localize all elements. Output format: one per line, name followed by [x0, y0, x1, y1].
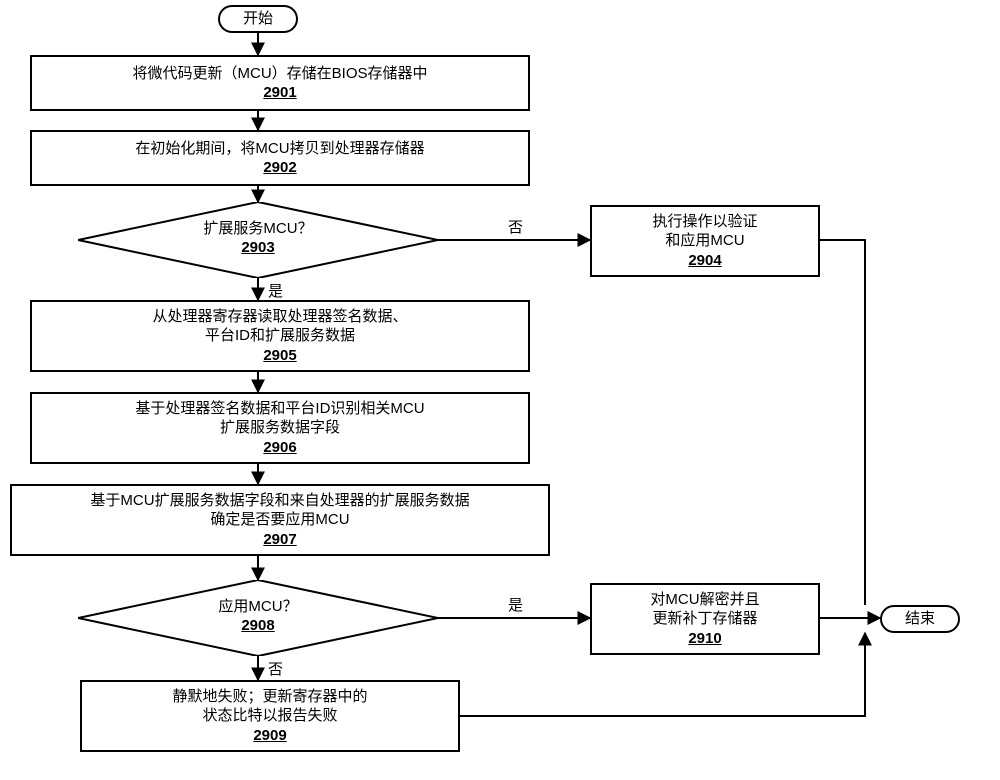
- n2902-line1: 在初始化期间，将MCU拷贝到处理器存储器: [135, 139, 424, 159]
- n2907-line2: 确定是否要应用MCU: [210, 510, 349, 530]
- node-2908-label: 应用MCU？ 2908: [158, 598, 358, 636]
- n2905-line1: 从处理器寄存器读取处理器签名数据、: [152, 307, 407, 327]
- node-2902: 在初始化期间，将MCU拷贝到处理器存储器 2902: [30, 130, 530, 186]
- node-2905: 从处理器寄存器读取处理器签名数据、 平台ID和扩展服务数据 2905: [30, 300, 530, 372]
- label-2908-no: 否: [268, 658, 283, 679]
- node-2909: 静默地失败；更新寄存器中的 状态比特以报告失败 2909: [80, 680, 460, 752]
- label-2908-yes: 是: [508, 594, 523, 615]
- n2909-line2: 状态比特以报告失败: [202, 706, 337, 726]
- n2906-line2: 扩展服务数据字段: [220, 418, 340, 438]
- n2904-line1: 执行操作以验证: [652, 212, 757, 232]
- n2908-line1: 应用MCU？: [218, 598, 297, 615]
- flow-connectors: [0, 0, 1000, 780]
- n2901-ref: 2901: [263, 83, 296, 103]
- n2908-ref: 2908: [241, 617, 274, 634]
- n2901-line1: 将微代码更新（MCU）存储在BIOS存储器中: [132, 64, 427, 84]
- n2905-line2: 平台ID和扩展服务数据: [205, 326, 355, 346]
- n2903-line1: 扩展服务MCU？: [203, 220, 312, 237]
- n2909-ref: 2909: [253, 726, 286, 746]
- node-2901: 将微代码更新（MCU）存储在BIOS存储器中 2901: [30, 55, 530, 111]
- n2904-ref: 2904: [688, 251, 721, 271]
- n2906-line1: 基于处理器签名数据和平台ID识别相关MCU: [135, 399, 424, 419]
- n2903-ref: 2903: [241, 239, 274, 256]
- start-node: 开始: [218, 5, 298, 33]
- node-2907: 基于MCU扩展服务数据字段和来自处理器的扩展服务数据 确定是否要应用MCU 29…: [10, 484, 550, 556]
- label-2903-no: 否: [508, 216, 523, 237]
- node-2904: 执行操作以验证 和应用MCU 2904: [590, 205, 820, 277]
- end-node: 结束: [880, 605, 960, 633]
- n2906-ref: 2906: [263, 438, 296, 458]
- n2904-line2: 和应用MCU: [665, 231, 744, 251]
- n2905-ref: 2905: [263, 346, 296, 366]
- node-2910: 对MCU解密并且 更新补丁存储器 2910: [590, 583, 820, 655]
- n2907-ref: 2907: [263, 530, 296, 550]
- start-label: 开始: [243, 9, 273, 29]
- n2907-line1: 基于MCU扩展服务数据字段和来自处理器的扩展服务数据: [90, 491, 469, 511]
- label-2903-yes: 是: [268, 280, 283, 301]
- n2909-line1: 静默地失败；更新寄存器中的: [172, 687, 367, 707]
- node-2903-label: 扩展服务MCU？ 2903: [158, 220, 358, 258]
- end-label: 结束: [905, 609, 935, 629]
- n2910-line2: 更新补丁存储器: [652, 609, 757, 629]
- n2910-line1: 对MCU解密并且: [650, 590, 759, 610]
- n2902-ref: 2902: [263, 158, 296, 178]
- node-2906: 基于处理器签名数据和平台ID识别相关MCU 扩展服务数据字段 2906: [30, 392, 530, 464]
- n2910-ref: 2910: [688, 629, 721, 649]
